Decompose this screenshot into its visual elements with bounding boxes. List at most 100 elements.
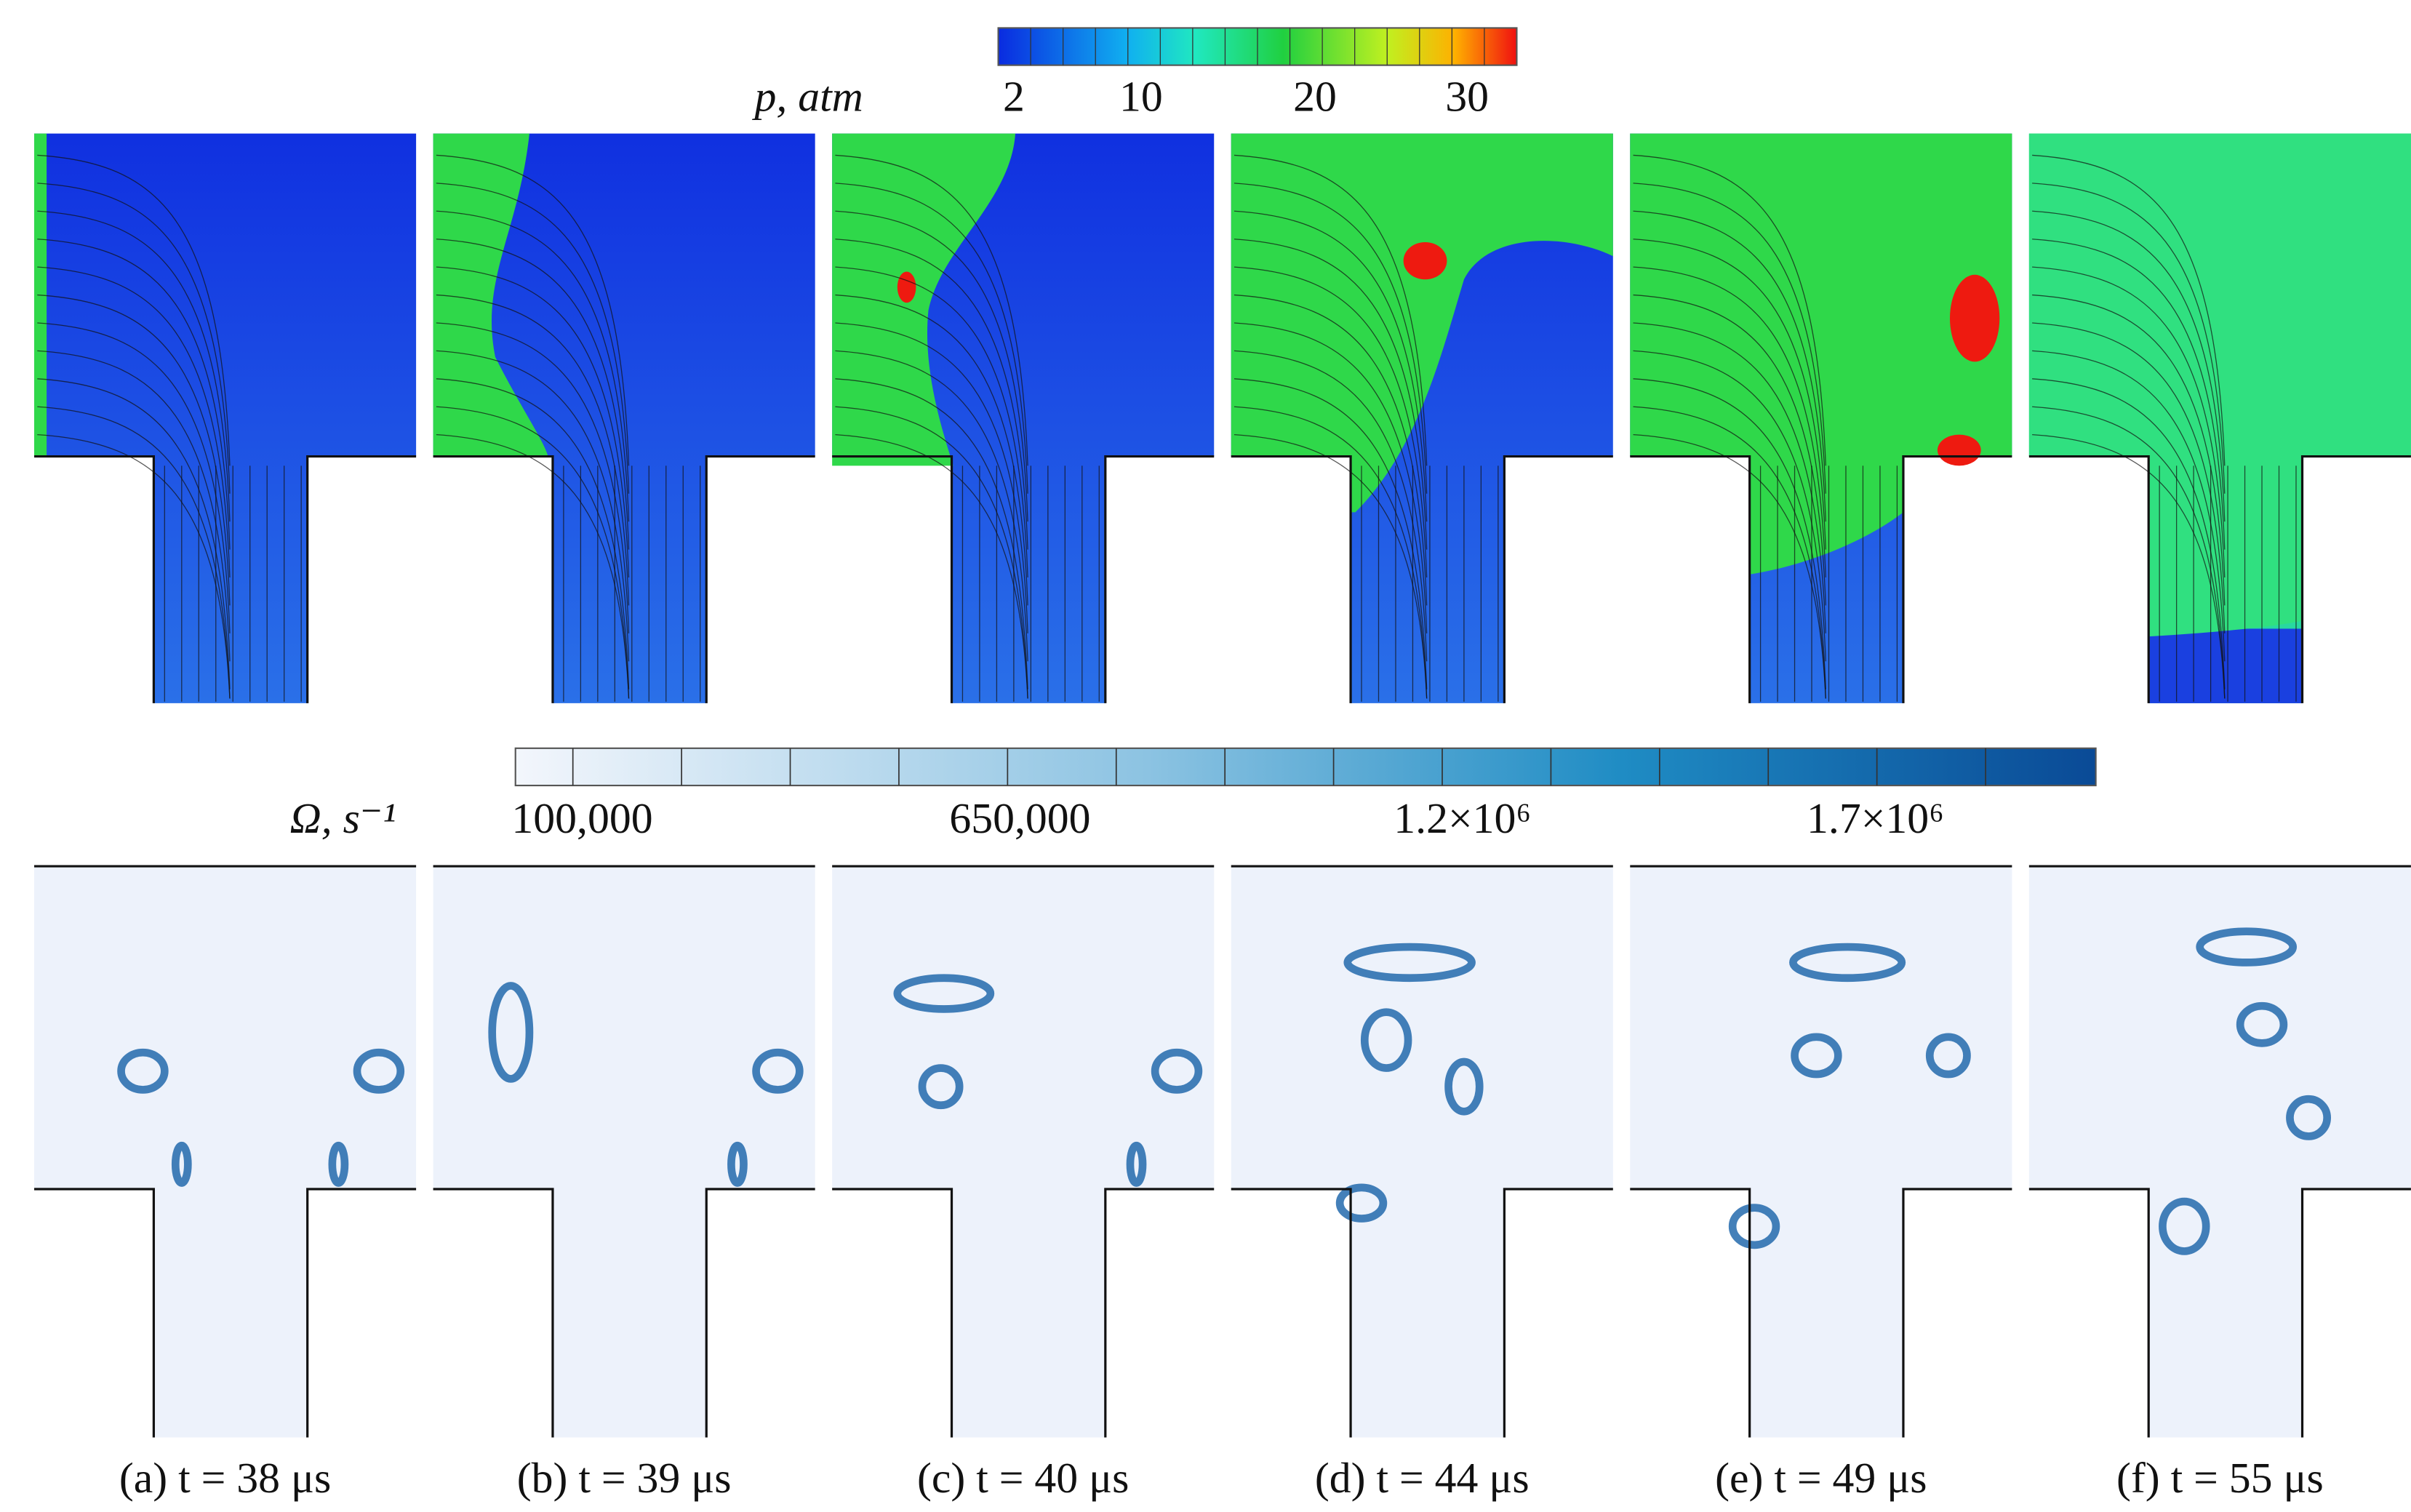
vortex <box>727 1141 748 1187</box>
caption: (d) t = 44 μs <box>1315 1454 1530 1502</box>
pressure-tick: 30 <box>1445 72 1489 120</box>
streamline <box>2032 210 2226 522</box>
pressure-outline <box>1231 455 1613 703</box>
streamline <box>2032 378 2226 689</box>
streamline <box>2032 350 2226 662</box>
vortex <box>171 1141 192 1187</box>
vortex <box>1728 1204 1780 1249</box>
streamline <box>37 239 231 550</box>
pressure-outline <box>433 455 815 703</box>
streamline <box>835 350 1028 662</box>
streamline <box>436 406 630 699</box>
streamline <box>2032 294 2226 606</box>
streamline <box>37 154 231 466</box>
streamline <box>1633 378 1826 689</box>
vorticity-tick: 100,000 <box>511 794 652 842</box>
streamline <box>436 434 630 699</box>
caption: (b) t = 39 μs <box>517 1454 732 1502</box>
vorticity-outline <box>433 865 815 1438</box>
vorticity-outline <box>1231 865 1613 1438</box>
panel: (f) t = 55 μs <box>2028 133 2411 1502</box>
streamline <box>1633 294 1826 606</box>
streamline <box>1633 322 1826 633</box>
vorticity-domain <box>1231 866 1613 1438</box>
streamline <box>1234 350 1428 662</box>
vortex <box>2196 927 2298 967</box>
vortex <box>1335 1183 1388 1223</box>
streamline <box>1234 406 1428 699</box>
vorticity-domain <box>34 866 417 1438</box>
streamline <box>835 154 1028 466</box>
vortex <box>1925 1033 1971 1079</box>
streamline <box>436 210 630 522</box>
pressure-tick: 20 <box>1293 72 1337 120</box>
streamline <box>2032 183 2226 494</box>
streamline <box>1633 350 1826 662</box>
pressure-high-region <box>1630 133 2012 575</box>
vorticity-domain <box>2028 866 2411 1438</box>
vorticity-outline <box>2028 865 2411 1438</box>
streamline <box>37 406 231 699</box>
streamline <box>1234 378 1428 689</box>
vorticity-tick: 1.2×10⁶ <box>1394 794 1531 842</box>
vortex <box>1789 943 1906 983</box>
pressure-peak <box>1403 241 1447 280</box>
streamline <box>1234 183 1428 494</box>
streamline <box>37 378 231 689</box>
streamline <box>835 183 1028 494</box>
pressure-peak <box>1949 274 2000 362</box>
vorticity-colorbar <box>514 747 2097 787</box>
streamline <box>37 210 231 522</box>
streamline <box>1633 434 1826 699</box>
streamline <box>1633 154 1826 466</box>
panel: (c) t = 40 μs <box>832 133 1215 1502</box>
streamline <box>1633 239 1826 550</box>
pressure-peak <box>897 271 916 303</box>
vorticity-colorbar-dividers <box>572 748 1986 786</box>
streamline <box>835 266 1028 578</box>
caption: (e) t = 49 μs <box>1715 1454 1927 1502</box>
streamline <box>2032 154 2226 466</box>
streamline <box>835 434 1028 699</box>
streamline <box>2032 239 2226 550</box>
streamline <box>436 154 630 466</box>
vortex <box>2159 1197 2210 1255</box>
pressure-high-region <box>1231 133 1613 513</box>
streamline <box>1633 210 1826 522</box>
vorticity-domain <box>832 866 1215 1438</box>
streamline <box>436 322 630 633</box>
vortex <box>117 1048 169 1094</box>
streamline <box>2032 322 2226 633</box>
vorticity-outline <box>34 865 417 1438</box>
streamline <box>835 239 1028 550</box>
pressure-low-region <box>2148 628 2303 703</box>
streamline <box>2032 434 2226 699</box>
vortex <box>2236 1001 2288 1047</box>
streamline <box>1633 266 1826 578</box>
panels: (a) t = 38 μs (b) t = 39 μs (c) t = 40 μs (… <box>34 133 2411 1502</box>
vortex <box>2286 1095 2332 1140</box>
streamline <box>37 294 231 606</box>
streamline <box>835 322 1028 633</box>
pressure-tick: 10 <box>1119 72 1163 120</box>
streamline <box>1234 266 1428 578</box>
vortex <box>1444 1057 1484 1116</box>
caption: (c) t = 40 μs <box>917 1454 1129 1502</box>
streamline <box>835 378 1028 689</box>
panel: (d) t = 44 μs <box>1231 133 1613 1502</box>
streamline <box>1234 154 1428 466</box>
streamline <box>37 266 231 578</box>
streamline <box>436 183 630 494</box>
vortex <box>488 982 534 1083</box>
panel: (e) t = 49 μs <box>1630 133 2012 1502</box>
streamline <box>1234 434 1428 699</box>
pressure-peak <box>1937 434 1981 466</box>
streamline <box>1234 322 1428 633</box>
caption: (f) t = 55 μs <box>2116 1454 2324 1502</box>
panel: (a) t = 38 μs <box>34 133 417 1502</box>
vorticity-outline <box>1630 865 2012 1438</box>
streamline <box>835 294 1028 606</box>
pressure-outline <box>34 455 417 703</box>
